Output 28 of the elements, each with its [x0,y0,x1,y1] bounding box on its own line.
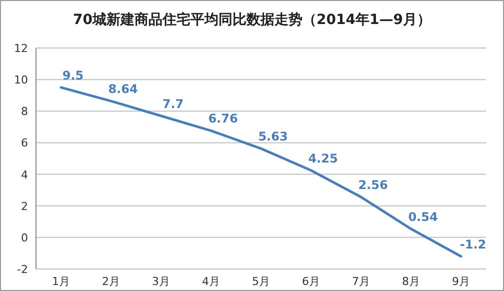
x-tick-label: 2月 [102,275,120,288]
y-tick-label: -2 [17,263,28,276]
y-tick-label: 12 [14,42,28,55]
data-label: 9.5 [62,68,84,82]
x-tick-label: 7月 [352,275,370,288]
chart-title: 70城新建商品住宅平均同比数据走势（2014年1—9月） [73,11,431,28]
data-label: 6.76 [208,112,238,126]
x-tick-label: 5月 [252,275,270,288]
y-tick-label: 8 [21,105,28,118]
data-label: 2.56 [358,178,388,192]
x-tick-label: 9月 [452,275,470,288]
data-label: -1.2 [460,237,486,252]
data-label: 4.25 [308,151,338,166]
y-tick-label: 2 [21,200,28,213]
y-tick-label: 4 [21,168,28,182]
x-tick-label: 6月 [302,275,320,288]
line-series [60,86,462,258]
y-tick-label: 10 [14,74,28,87]
data-label: 0.54 [408,210,438,224]
data-label: 8.64 [108,82,138,96]
x-tick-label: 4月 [202,275,220,288]
data-label: 5.63 [258,130,288,144]
x-tick-label: 1月 [52,275,70,288]
data-label: 7.7 [162,96,184,111]
y-tick-label: 0 [21,231,28,244]
x-tick-label: 8月 [402,275,420,288]
x-tick-label: 3月 [152,275,170,288]
y-tick-label: 6 [21,136,28,150]
